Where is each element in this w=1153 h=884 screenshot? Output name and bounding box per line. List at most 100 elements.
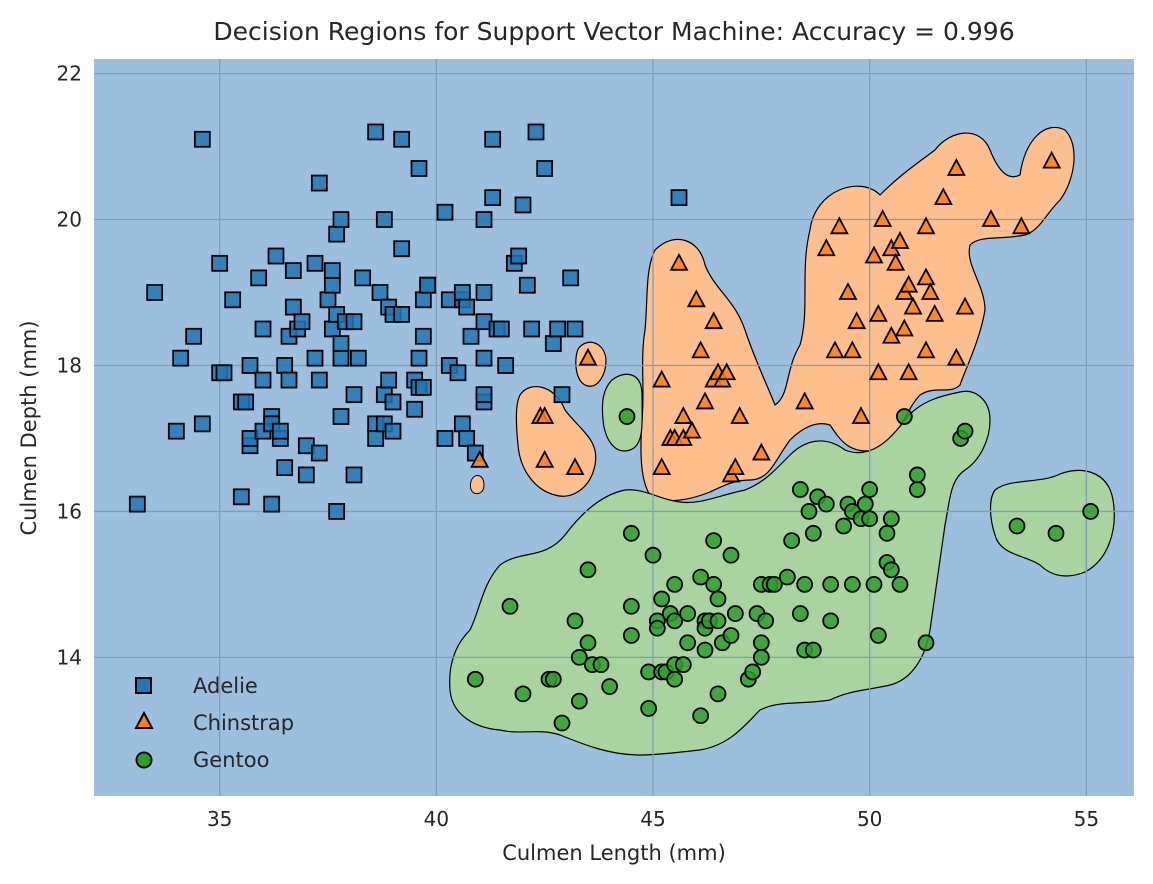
- point-gentoo: [1008, 517, 1026, 535]
- point-gentoo: [752, 634, 770, 652]
- point-adelie: [310, 371, 328, 389]
- point-gentoo: [956, 422, 974, 440]
- point-gentoo: [822, 612, 840, 630]
- point-gentoo: [778, 568, 796, 586]
- point-adelie: [310, 444, 328, 462]
- point-adelie: [345, 313, 363, 331]
- point-adelie: [284, 298, 302, 316]
- point-adelie: [323, 276, 341, 294]
- point-chinstrap: [933, 187, 953, 206]
- y-tick-label: 20: [57, 208, 82, 232]
- point-chinstrap: [682, 420, 702, 439]
- point-gentoo: [566, 612, 584, 630]
- point-adelie: [215, 364, 233, 382]
- point-adelie: [410, 349, 428, 367]
- point-chinstrap: [1042, 150, 1062, 169]
- point-adelie: [310, 174, 328, 192]
- point-gentoo: [817, 495, 835, 513]
- point-adelie: [254, 320, 272, 338]
- point-adelie: [523, 320, 541, 338]
- point-gentoo: [622, 627, 640, 644]
- point-chinstrap: [686, 289, 706, 308]
- point-gentoo: [709, 590, 727, 608]
- point-chinstrap: [652, 369, 672, 388]
- point-adelie: [406, 400, 424, 418]
- legend-marker-chinstrap: [134, 710, 154, 729]
- point-adelie: [475, 386, 493, 404]
- point-gentoo: [674, 656, 692, 674]
- point-gentoo: [592, 656, 610, 674]
- point-adelie: [453, 415, 471, 433]
- point-adelie: [224, 291, 242, 309]
- point-adelie: [449, 364, 467, 382]
- point-chinstrap: [899, 362, 919, 381]
- axis-ticks: 35 40 45 50 55 14 16 18 20 22: [57, 62, 1100, 831]
- point-adelie: [306, 349, 324, 367]
- point-adelie: [393, 130, 411, 148]
- point-adelie: [146, 284, 164, 301]
- x-tick-label: 40: [424, 807, 449, 831]
- point-adelie: [375, 211, 393, 228]
- x-tick-label: 55: [1074, 807, 1099, 831]
- point-gentoo: [705, 532, 723, 550]
- point-adelie: [193, 130, 211, 148]
- point-chinstrap: [838, 282, 858, 300]
- point-gentoo: [861, 510, 879, 528]
- point-gentoo: [640, 700, 658, 717]
- point-chinstrap: [899, 274, 919, 293]
- point-chinstrap: [868, 362, 888, 381]
- point-adelie: [267, 247, 285, 265]
- point-adelie: [263, 495, 281, 513]
- point-adelie: [436, 203, 454, 221]
- point-adelie: [332, 408, 350, 425]
- point-gentoo: [579, 561, 597, 579]
- point-adelie: [536, 160, 554, 177]
- point-adelie: [323, 262, 341, 280]
- point-adelie: [271, 422, 289, 440]
- point-adelie: [319, 291, 337, 309]
- point-adelie: [384, 422, 402, 440]
- point-chinstrap: [652, 457, 672, 476]
- point-chinstrap: [816, 238, 836, 257]
- point-chinstrap: [916, 340, 936, 359]
- point-adelie: [475, 349, 493, 367]
- point-gentoo: [679, 605, 697, 622]
- point-chinstrap: [916, 267, 936, 286]
- point-chinstrap: [886, 252, 906, 271]
- point-gentoo: [882, 510, 900, 528]
- point-chinstrap: [704, 311, 724, 330]
- point-gentoo: [722, 627, 740, 644]
- point-adelie: [462, 327, 480, 345]
- point-adelie: [211, 254, 229, 272]
- point-chinstrap: [691, 340, 711, 359]
- point-gentoo: [709, 612, 727, 630]
- point-adelie: [172, 349, 190, 367]
- point-adelie: [492, 320, 510, 338]
- point-gentoo: [679, 634, 697, 652]
- point-chinstrap: [842, 340, 862, 359]
- point-gentoo: [882, 561, 900, 579]
- point-chinstrap: [673, 406, 693, 424]
- point-adelie: [670, 189, 688, 207]
- legend-label-adelie: Adelie: [193, 674, 258, 698]
- legend-label-gentoo: Gentoo: [193, 748, 269, 772]
- y-tick-label: 18: [57, 353, 82, 377]
- legend: Adelie Chinstrap Gentoo: [134, 674, 294, 772]
- point-gentoo: [744, 663, 762, 681]
- point-gentoo: [666, 612, 684, 630]
- point-adelie: [419, 276, 437, 294]
- point-adelie: [354, 269, 372, 287]
- point-gentoo: [822, 575, 840, 593]
- point-gentoo: [791, 481, 809, 498]
- point-adelie: [193, 415, 211, 433]
- point-gentoo: [804, 641, 822, 659]
- point-chinstrap: [864, 245, 884, 264]
- point-adelie: [237, 393, 255, 411]
- point-adelie: [484, 130, 502, 148]
- point-gentoo: [601, 678, 619, 695]
- point-adelie: [276, 459, 294, 477]
- point-adelie: [349, 349, 367, 367]
- point-gentoo: [622, 524, 640, 542]
- point-chinstrap: [881, 325, 901, 344]
- point-adelie: [250, 269, 268, 287]
